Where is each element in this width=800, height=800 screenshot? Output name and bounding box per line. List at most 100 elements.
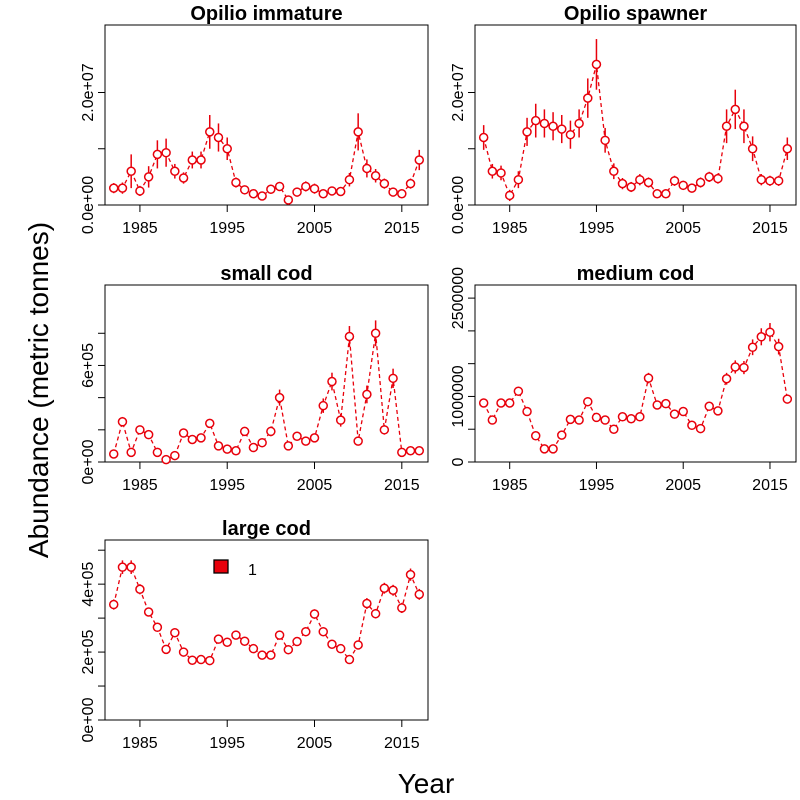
x-tick-label: 2015	[752, 477, 788, 494]
data-point	[327, 186, 337, 196]
data-point	[196, 654, 206, 665]
data-point	[669, 176, 680, 186]
data-point	[205, 655, 215, 666]
data-point	[713, 173, 723, 184]
data-point	[661, 189, 671, 199]
data-point	[548, 121, 558, 131]
data-point	[397, 189, 407, 199]
data-point	[379, 425, 390, 435]
data-point	[257, 650, 267, 660]
legend-swatch	[213, 559, 229, 574]
data-point	[152, 622, 163, 633]
data-point	[756, 174, 767, 185]
data-point	[370, 328, 381, 339]
data-point	[522, 406, 532, 417]
x-tick-label: 2005	[297, 735, 333, 752]
data-point	[530, 431, 541, 441]
data-point	[231, 445, 241, 456]
data-point	[301, 436, 311, 446]
panel-title: medium cod	[577, 263, 695, 285]
data-point	[388, 373, 398, 384]
data-point	[187, 434, 198, 445]
x-tick-label: 1985	[122, 735, 158, 752]
data-point	[600, 415, 610, 425]
data-point	[362, 598, 372, 609]
data-point	[283, 441, 294, 451]
data-point	[301, 626, 311, 637]
data-point	[478, 132, 489, 143]
data-point	[292, 431, 302, 442]
data-point	[713, 406, 723, 416]
data-point	[292, 187, 302, 197]
data-point	[782, 394, 793, 404]
data-point	[266, 650, 276, 660]
panel-1: Opilio spawner 1985 1995 2005 2015 0.0e+00 2.0…	[450, 3, 797, 237]
x-tick-label: 2015	[752, 220, 788, 237]
y-tick-label: 0e+00	[80, 697, 97, 742]
data-point	[704, 401, 714, 412]
data-point	[327, 639, 337, 650]
data-point	[143, 172, 154, 182]
data-point	[344, 174, 355, 185]
panel-title: Opilio immature	[190, 3, 342, 25]
x-tick-label: 1985	[122, 477, 158, 494]
data-point	[257, 191, 267, 201]
data-point	[397, 603, 407, 613]
data-point	[739, 121, 749, 131]
data-point	[362, 163, 372, 174]
y-axis-label: Abundance (metric tonnes)	[23, 222, 54, 558]
data-point	[574, 118, 584, 129]
x-tick-label: 2015	[384, 220, 420, 237]
data-point	[239, 185, 250, 195]
data-point	[274, 392, 285, 403]
data-point	[773, 341, 784, 352]
data-point	[196, 433, 206, 443]
data-point	[335, 415, 346, 425]
data-point	[765, 176, 775, 186]
data-point	[222, 637, 232, 647]
x-tick-label: 1995	[209, 220, 245, 237]
data-point	[283, 644, 294, 655]
x-tick-label: 2005	[297, 220, 333, 237]
data-point	[513, 386, 524, 396]
data-point	[353, 127, 363, 137]
y-tick-label: 0	[450, 457, 467, 466]
data-point	[643, 373, 654, 383]
data-point	[414, 445, 425, 456]
y-tick-label: 2500000	[450, 267, 467, 329]
data-point	[135, 186, 145, 196]
data-point	[266, 184, 276, 194]
data-point	[170, 166, 180, 176]
data-point	[266, 426, 276, 437]
data-point	[187, 655, 198, 665]
y-tick-label: 0.0e+00	[450, 176, 467, 234]
data-point	[704, 172, 714, 182]
data-point	[187, 155, 198, 165]
data-point	[405, 445, 416, 456]
plot-frame	[104, 539, 429, 721]
data-point	[135, 584, 145, 594]
data-point	[739, 362, 749, 373]
data-point	[152, 149, 163, 160]
x-tick-label: 1985	[122, 220, 158, 237]
y-tick-label: 2.0e+07	[80, 63, 97, 121]
panel-3: medium cod 1985 1995 2005 2015 0 1000000 250000…	[450, 263, 797, 494]
panel-2: small cod 1985 1995 2005 2015 0e+00 6e+05	[80, 263, 429, 494]
data-point	[309, 609, 320, 619]
data-point	[318, 400, 328, 411]
plot-frame	[474, 284, 797, 463]
data-point	[591, 412, 602, 423]
y-tick-label: 2e+05	[80, 630, 97, 675]
data-point	[756, 332, 767, 342]
data-point	[178, 173, 189, 183]
data-point	[583, 396, 593, 407]
panel-title: small cod	[220, 263, 312, 285]
data-point	[548, 444, 558, 454]
data-point	[126, 562, 136, 572]
y-tick-label: 0.0e+00	[80, 176, 97, 234]
data-point	[161, 454, 171, 465]
data-point	[318, 626, 328, 637]
data-point	[108, 449, 119, 459]
x-tick-label: 1985	[492, 477, 528, 494]
data-point	[213, 441, 224, 451]
